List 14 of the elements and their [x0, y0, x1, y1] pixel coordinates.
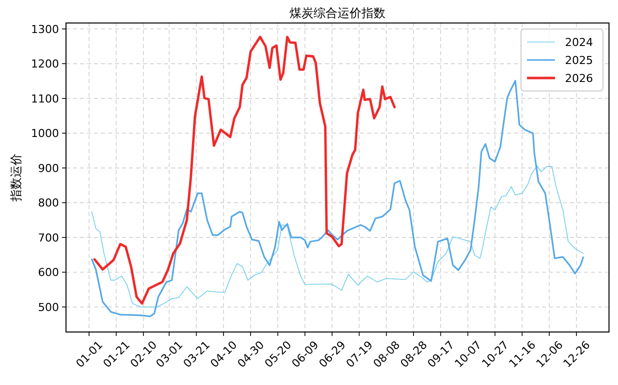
y-tick-label: 700: [38, 231, 59, 244]
legend-label: 2026: [565, 72, 593, 85]
y-tick-label: 1300: [31, 22, 59, 36]
y-tick-label: 500: [38, 300, 59, 314]
legend-label: 2025: [565, 54, 593, 67]
chart-title: 煤炭综合运价指数: [290, 6, 386, 20]
y-axis-title: 指数运价: [9, 154, 23, 202]
y-tick-label: 1100: [31, 92, 59, 106]
y-tick-label: 800: [38, 196, 59, 210]
legend-label: 2024: [565, 36, 593, 49]
y-tick-label: 900: [38, 162, 59, 175]
y-tick-label: 1200: [31, 58, 59, 71]
y-tick-label: 600: [38, 266, 59, 280]
y-tick-label: 1000: [31, 127, 59, 140]
